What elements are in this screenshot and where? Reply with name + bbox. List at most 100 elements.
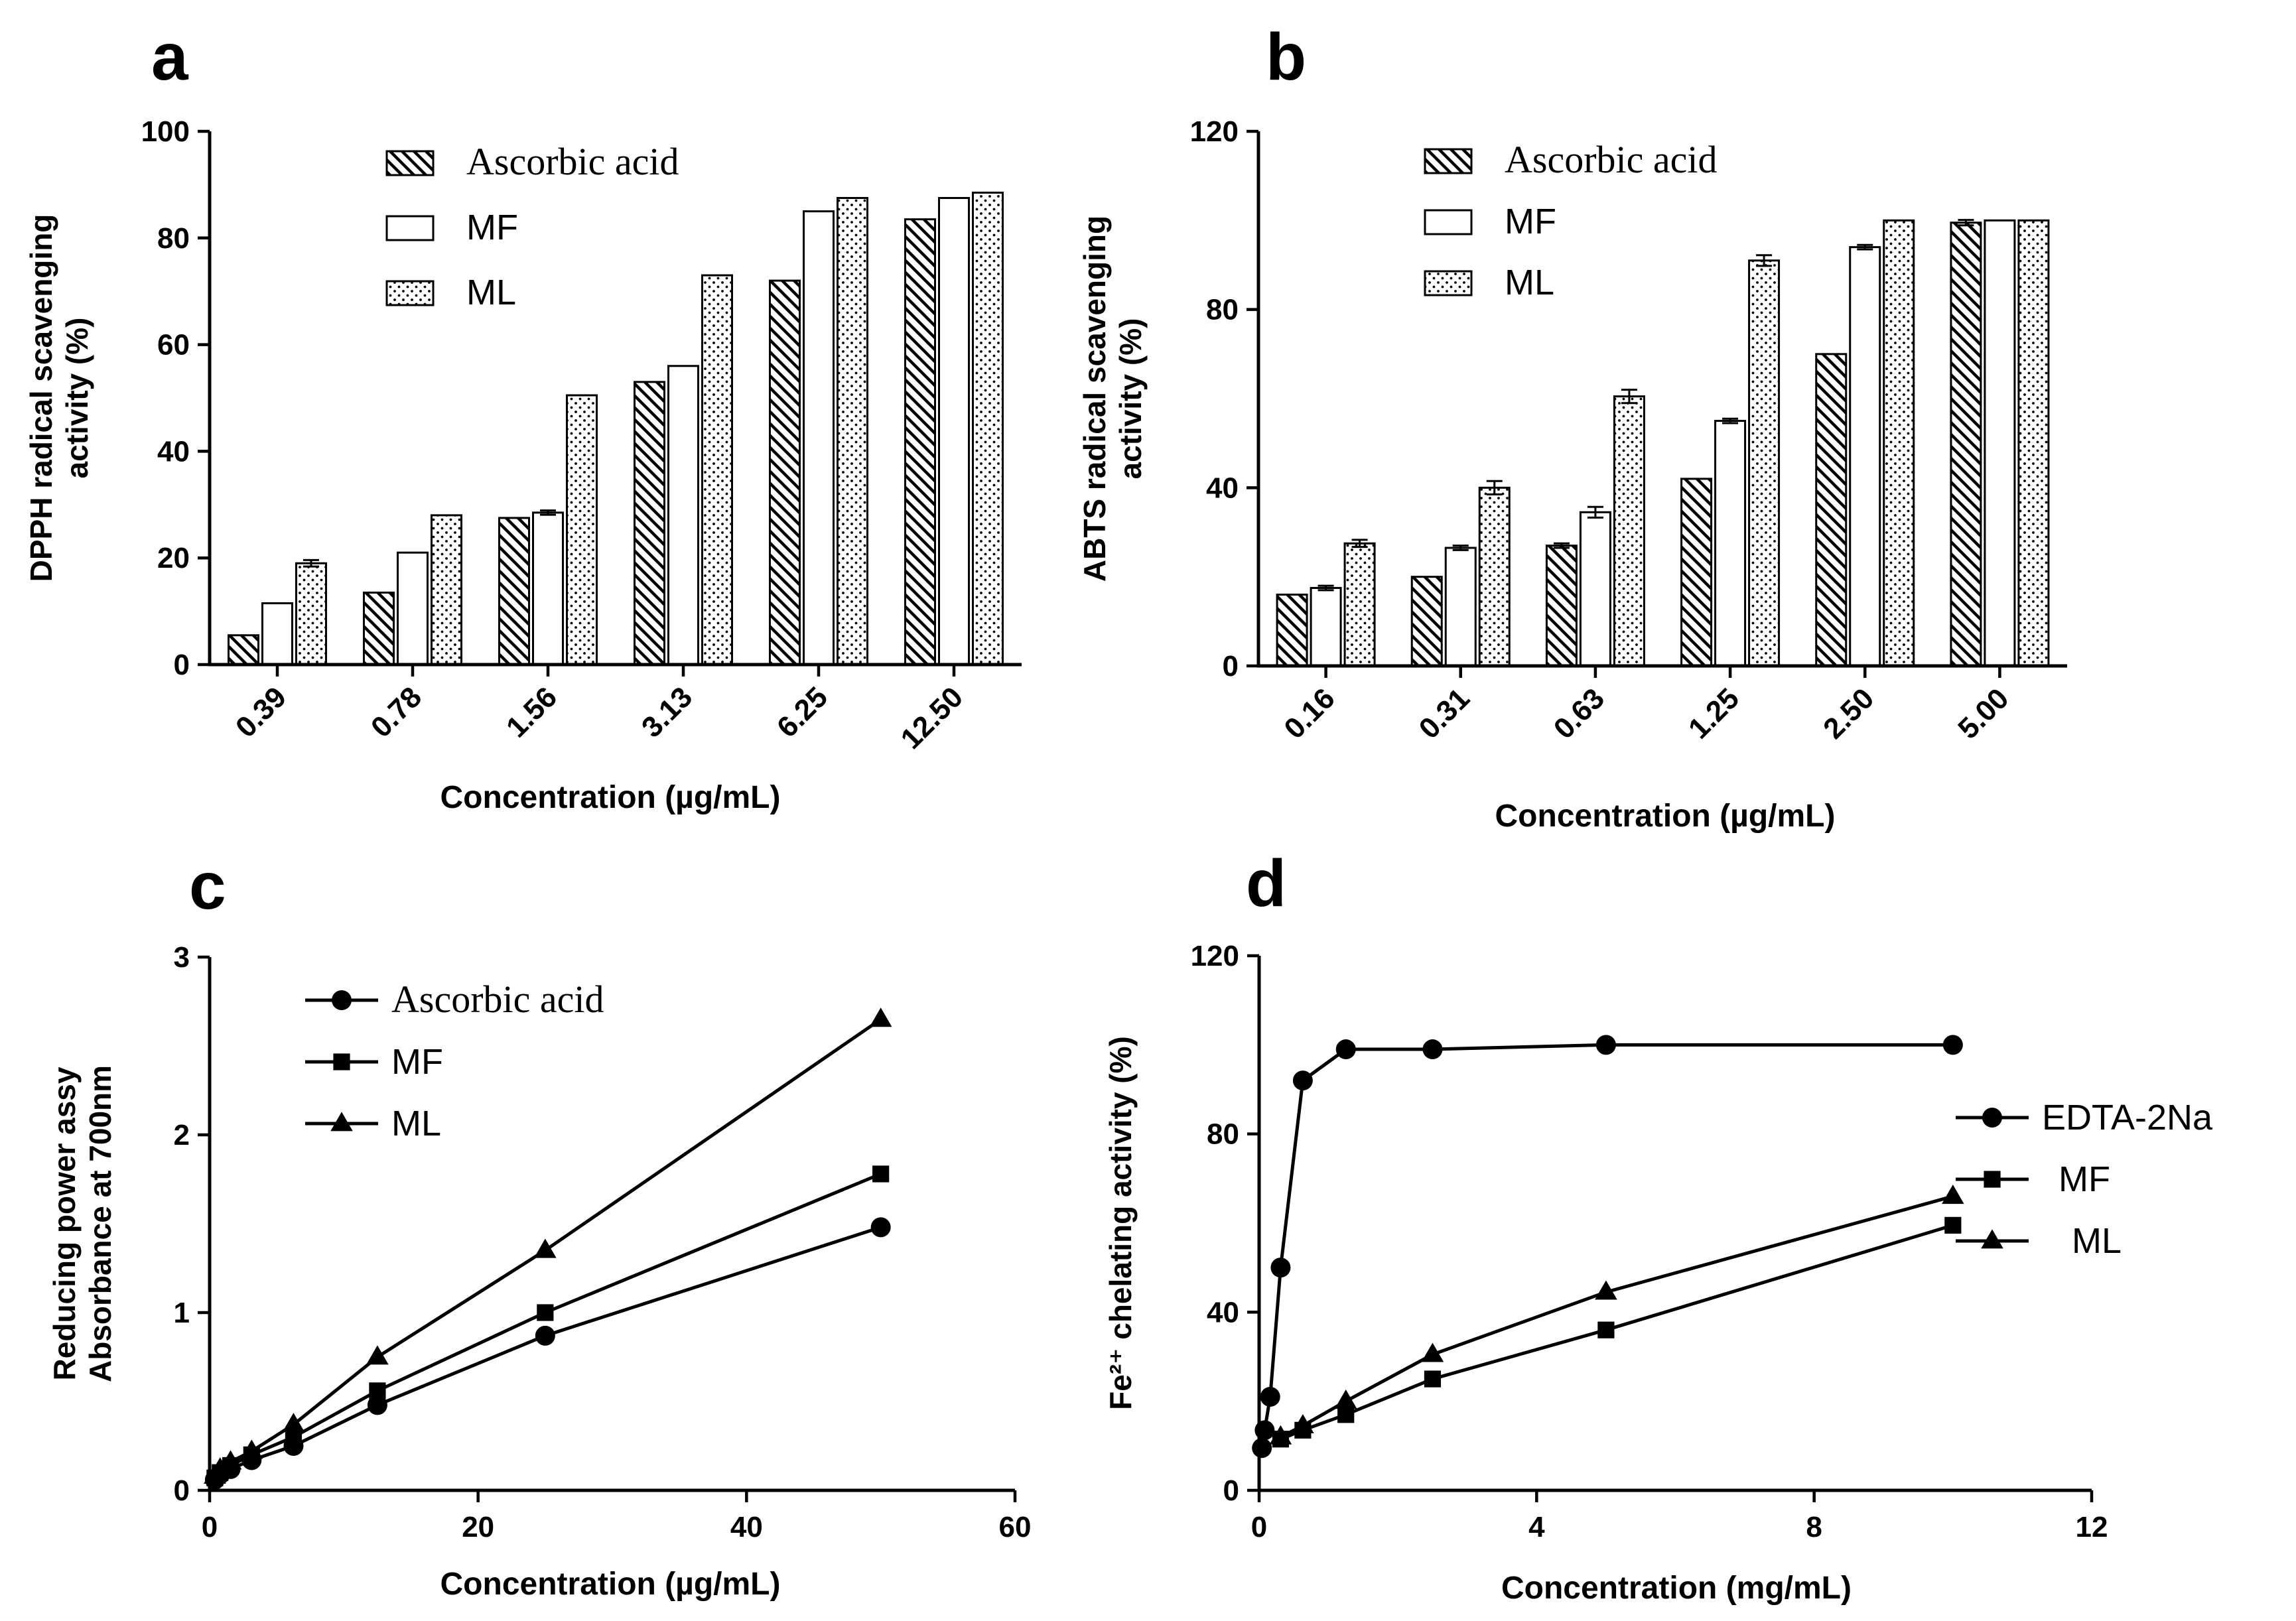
bar xyxy=(904,218,936,666)
data-point xyxy=(366,1345,389,1365)
data-point xyxy=(219,1450,242,1470)
x-tick-label: 2.50 xyxy=(1817,682,1880,745)
bar xyxy=(1984,219,2016,667)
bar xyxy=(634,381,665,666)
legend-marker xyxy=(330,1112,353,1132)
legend-label: Ascorbic acid xyxy=(1505,138,1717,181)
legend-marker xyxy=(1984,1171,2001,1188)
bar xyxy=(2017,219,2050,667)
data-point xyxy=(1270,1258,1291,1278)
bar xyxy=(1478,486,1511,667)
y-tick-label: 80 xyxy=(157,222,190,255)
x-tick-label: 12 xyxy=(2076,1511,2108,1543)
data-point xyxy=(870,1217,891,1238)
y-tick-label: 60 xyxy=(157,329,190,361)
bar xyxy=(363,591,395,666)
panel-label: c xyxy=(189,849,226,923)
legend-marker xyxy=(1982,1108,2002,1128)
x-axis-label: Concentration (mg/mL) xyxy=(1501,1571,1852,1606)
legend-label: ML xyxy=(466,273,516,312)
y-tick-label: 0 xyxy=(174,1474,190,1507)
bar xyxy=(1815,353,1848,667)
legend-label: MF xyxy=(1505,202,1556,241)
y-axis-label: DPPH radical scavenging xyxy=(24,214,58,582)
y-tick-label: 40 xyxy=(157,435,190,468)
legend-swatch xyxy=(385,150,435,176)
data-point xyxy=(1292,1413,1314,1434)
y-axis-label: Reducing power assy xyxy=(47,1067,82,1380)
bar xyxy=(972,191,1004,666)
y-tick-label: 100 xyxy=(141,115,190,148)
legend-label: EDTA-2Na xyxy=(2042,1098,2213,1137)
y-tick-label: 0 xyxy=(1223,1474,1239,1507)
legend-swatch xyxy=(385,280,435,306)
bar xyxy=(532,511,564,666)
x-tick-label: 1.25 xyxy=(1682,682,1745,745)
bar xyxy=(1748,259,1781,667)
data-point xyxy=(1421,1342,1444,1362)
y-axis-label: activity (%) xyxy=(1113,318,1148,480)
bar xyxy=(1950,222,1982,667)
data-point xyxy=(872,1165,890,1183)
chart-panel-d: d 0 40 80 120 Fe²⁺ chelating activity (%) 0 4 8 1… xyxy=(1103,846,2213,1606)
data-point xyxy=(1944,1216,1962,1234)
series-line xyxy=(214,1225,882,1481)
data-point xyxy=(537,1304,554,1321)
y-tick-label: 3 xyxy=(174,941,190,974)
x-tick-label: 4 xyxy=(1528,1511,1545,1543)
data-point xyxy=(1260,1386,1280,1407)
y-axis-label: activity (%) xyxy=(60,318,94,479)
x-tick-label: 20 xyxy=(462,1511,494,1543)
x-tick-label: 0.39 xyxy=(230,681,293,744)
data-point xyxy=(1942,1185,1964,1204)
y-tick-label: 1 xyxy=(174,1297,190,1329)
bar xyxy=(498,517,530,666)
data-point xyxy=(240,1439,263,1459)
x-tick-label: 0.63 xyxy=(1548,682,1611,745)
data-point xyxy=(1335,1039,1356,1060)
bar xyxy=(938,197,970,666)
bar xyxy=(1310,586,1342,667)
bar xyxy=(228,634,259,666)
data-point xyxy=(282,1413,305,1433)
bar xyxy=(1579,511,1611,667)
x-tick-label: 12.50 xyxy=(895,681,970,755)
data-point xyxy=(1337,1406,1355,1423)
x-tick-label: 0.31 xyxy=(1413,682,1476,745)
series-line xyxy=(1260,1043,1953,1449)
bar xyxy=(1680,478,1713,667)
bar xyxy=(1343,542,1376,667)
chart-panel-c: c 0 1 2 3 Reducing power assy Absorbance at 70… xyxy=(47,849,1031,1602)
y-tick-label: 20 xyxy=(157,542,190,574)
x-axis-label: Concentration (µg/mL) xyxy=(440,780,781,815)
y-tick-label: 2 xyxy=(174,1119,190,1151)
x-tick-label: 40 xyxy=(730,1511,763,1543)
data-point xyxy=(1252,1438,1272,1459)
x-tick-label: 3.13 xyxy=(636,681,699,744)
data-point xyxy=(534,1238,557,1258)
legend-label: Ascorbic acid xyxy=(391,978,604,1021)
bar xyxy=(837,197,868,666)
bar xyxy=(769,279,801,666)
bar xyxy=(1410,576,1443,667)
bar xyxy=(1545,545,1578,667)
data-point xyxy=(1292,1070,1313,1091)
panel-label: a xyxy=(151,20,189,94)
bar xyxy=(1613,395,1645,667)
data-point xyxy=(535,1325,555,1346)
y-axis-label: Absorbance at 700nm xyxy=(83,1065,117,1382)
data-point xyxy=(367,1395,387,1415)
legend-swatch xyxy=(1424,270,1473,296)
legend-swatch xyxy=(1424,209,1473,235)
x-tick-label: 0 xyxy=(202,1511,218,1543)
panel-label: d xyxy=(1246,846,1286,921)
bar xyxy=(701,274,733,666)
bar xyxy=(261,602,293,666)
x-tick-label: 6.25 xyxy=(771,681,834,744)
legend-label: MF xyxy=(391,1042,443,1082)
x-tick-label: 0.16 xyxy=(1278,682,1341,745)
y-tick-label: 120 xyxy=(1191,940,1239,972)
y-tick-label: 80 xyxy=(1207,1118,1239,1151)
legend-label: ML xyxy=(2072,1221,2122,1261)
x-tick-label: 5.00 xyxy=(1952,682,2015,745)
